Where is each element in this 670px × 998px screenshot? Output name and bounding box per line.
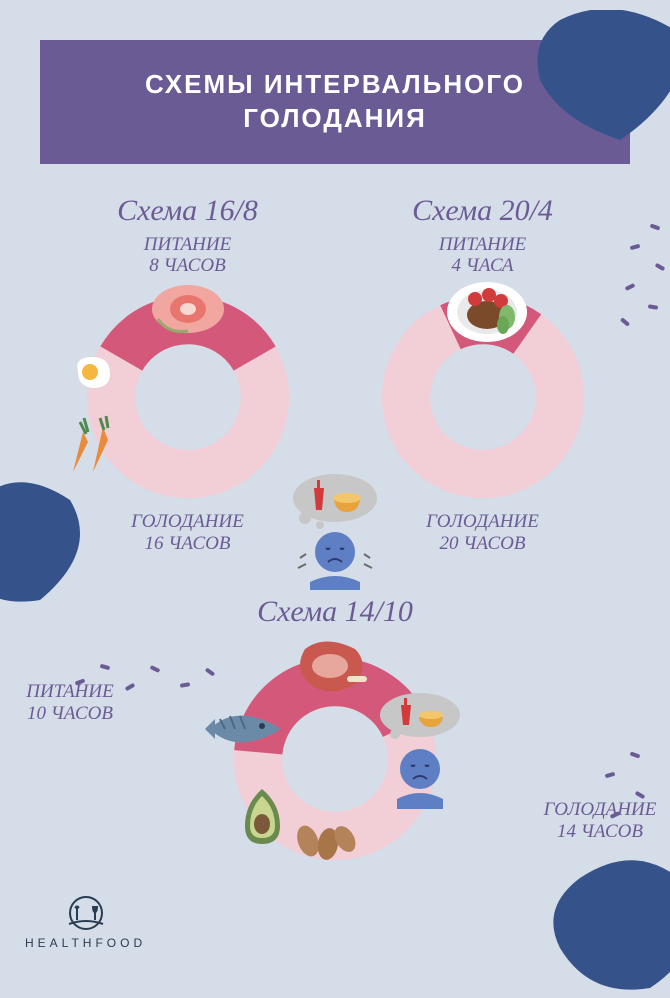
scheme-14-10-title: Схема 14/10 (0, 595, 670, 629)
scheme-20-4-eating-label: ПИТАНИЕ (335, 234, 630, 256)
scheme-16-8-eating-label: ПИТАНИЕ (40, 234, 335, 256)
brand-logo: HEALTHFOOD (25, 894, 146, 950)
fish-icon (200, 704, 285, 754)
scheme-16-8-title: Схема 16/8 (40, 194, 335, 228)
logo-text: HEALTHFOOD (25, 936, 146, 950)
carrot-icon (68, 412, 128, 482)
scheme-16-8-eating-hours: 8 ЧАСОВ (40, 255, 335, 277)
hungry-person-icon-bottom (355, 689, 485, 819)
hungry-person-icon-top (270, 470, 400, 595)
avocado-icon (235, 784, 290, 849)
scheme-20-4-eating-hours: 4 ЧАСА (335, 255, 630, 277)
decor-blob-bottom-right (550, 848, 670, 998)
salad-plate-icon (445, 277, 530, 347)
logo-icon (61, 894, 111, 932)
decor-blob-top-right (530, 10, 670, 160)
salmon-icon (148, 279, 228, 339)
egg-icon (70, 352, 115, 392)
decor-confetti-bottom-right (590, 748, 660, 838)
almonds-icon (290, 819, 360, 864)
scheme-20-4-title: Схема 20/4 (335, 194, 630, 228)
title-line-2: ГОЛОДАНИЯ (60, 102, 610, 136)
scheme-14-10: Схема 14/10 ПИТАНИЕ 10 ЧАСОВ (0, 595, 670, 869)
title-line-1: СХЕМЫ ИНТЕРВАЛЬНОГО (60, 68, 610, 102)
